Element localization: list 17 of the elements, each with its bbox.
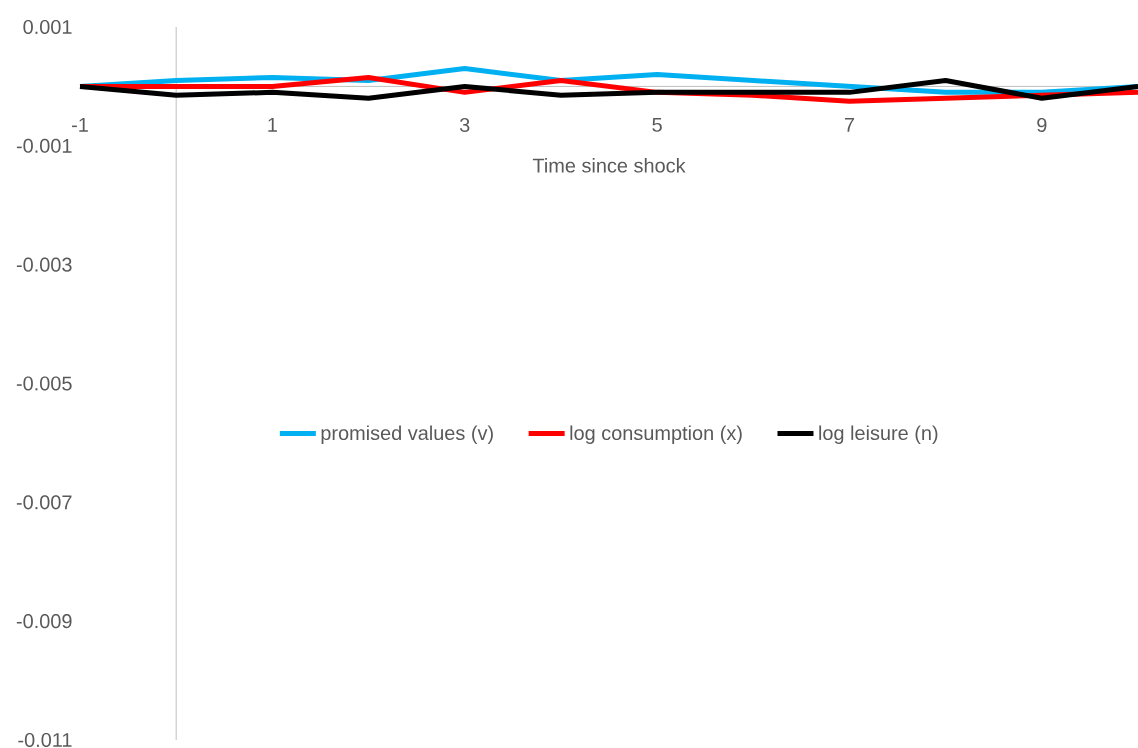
x-axis-title: Time since shock [532, 158, 686, 173]
x-tick-label: -1 [72, 117, 88, 132]
x-tick-label: 9 [1037, 117, 1047, 133]
x-tick-label: 1 [268, 117, 277, 132]
y-tick-label: -0.009 [16, 614, 72, 629]
legend-label: log leisure (n) [819, 425, 938, 445]
x-tick-label: 3 [459, 117, 470, 133]
y-tick-label: 0.001 [23, 19, 72, 35]
legend-label: log consumption (x) [570, 425, 742, 445]
y-tick-label: -0.011 [18, 732, 72, 748]
x-tick-label: 7 [844, 117, 854, 132]
y-tick-label: -0.003 [16, 257, 72, 272]
legend-label: promised values (v) [321, 425, 493, 445]
x-tick-label: 5 [652, 117, 662, 132]
y-tick-label: -0.007 [16, 495, 72, 510]
y-tick-label: -0.005 [16, 376, 72, 391]
y-tick-label: -0.001 [16, 138, 72, 153]
